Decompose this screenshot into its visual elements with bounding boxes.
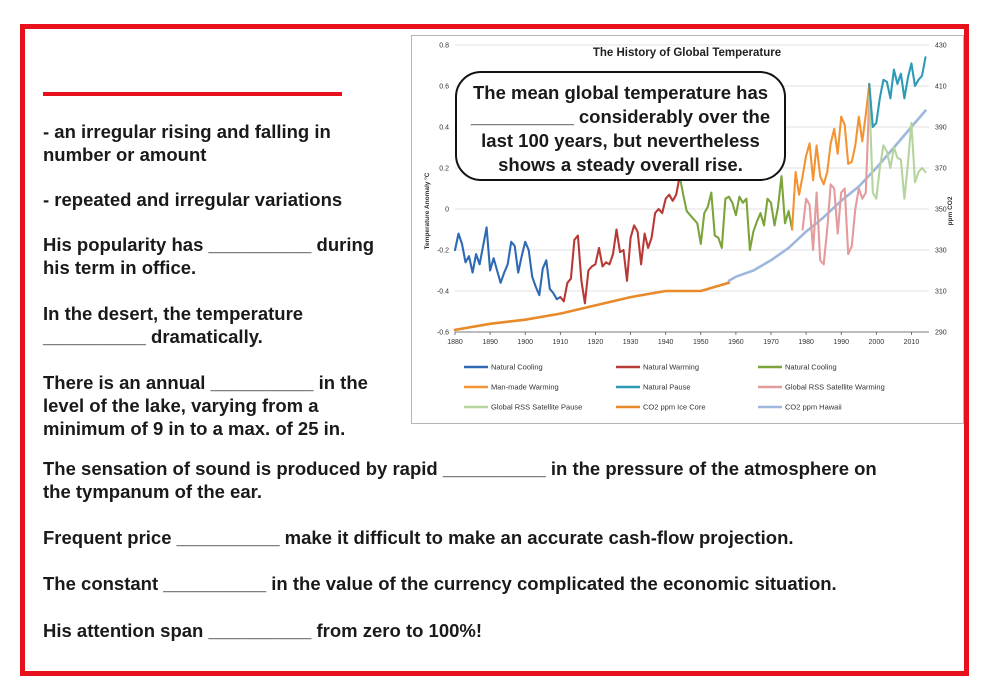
y2-axis-label: ppm CO2 [947,196,954,225]
y-tick-label: 0.6 [439,84,449,91]
x-tick-label: 1900 [517,339,533,346]
x-tick-label: 1910 [553,339,569,346]
legend-label: Global RSS Satellite Pause [491,403,582,412]
sentence-currency: The constant __________ in the value of … [43,573,837,594]
y2-tick-label: 330 [935,248,947,255]
y-tick-label: -0.6 [437,330,449,337]
sentence-sound: The sensation of sound is produced by ra… [43,458,877,502]
series-line [868,95,927,200]
x-tick-label: 1950 [693,339,709,346]
legend-label: Man-made Warming [491,383,559,392]
y2-tick-label: 430 [935,43,947,50]
series-line [453,281,731,332]
y2-tick-label: 290 [935,330,947,337]
y2-tick-label: 350 [935,207,947,214]
series-line [678,175,794,252]
chart-title: The History of Global Temperature [593,47,781,59]
series-line [453,226,562,301]
x-tick-label: 1960 [728,339,744,346]
y2-tick-label: 410 [935,84,947,91]
answer-line [43,92,342,96]
y2-tick-label: 310 [935,289,947,296]
x-tick-label: 2000 [869,339,885,346]
y-tick-label: 0.4 [439,125,449,132]
x-tick-label: 1930 [623,339,639,346]
legend-label: CO2 ppm Hawaii [785,403,842,412]
legend-label: Natural Warming [643,363,699,372]
x-tick-label: 1880 [447,339,463,346]
x-tick-label: 1980 [798,339,814,346]
worksheet-frame [20,24,969,676]
sentence-price: Frequent price __________ make it diffic… [43,527,794,548]
x-tick-label: 1890 [482,339,498,346]
x-tick-label: 1970 [763,339,779,346]
y2-tick-label: 370 [935,166,947,173]
series-line [868,56,927,129]
y2-tick-label: 390 [935,125,947,132]
sentence-desert: In the desert, the temperature _________… [43,303,304,347]
sentence-popularity: His popularity has __________ during his… [43,234,375,278]
legend-label: CO2 ppm Ice Core [643,403,706,412]
sentence-lake: There is an annual __________ in the lev… [43,372,368,439]
x-tick-label: 1920 [588,339,604,346]
callout-box: The mean global temperature has ________… [455,71,786,181]
legend-label: Natural Pause [643,383,691,392]
x-tick-label: 1940 [658,339,674,346]
definition-2: - repeated and irregular variations [43,189,343,210]
y-tick-label: -0.2 [437,248,449,255]
y-tick-label: -0.4 [437,289,449,296]
series-line [559,175,681,305]
legend-label: Natural Cooling [491,363,543,372]
legend-label: Natural Cooling [785,363,837,372]
x-tick-label: 1990 [833,339,849,346]
definition-1: - an irregular rising and falling in num… [43,121,331,165]
series-line [801,95,871,266]
sentence-attention: His attention span __________ from zero … [43,620,483,641]
y-tick-label: 0.8 [439,43,449,50]
y-tick-label: 0.2 [439,166,449,173]
series-line [791,82,871,231]
y-axis-label: Temperature Anomaly °C [423,172,431,249]
legend-label: Global RSS Satellite Warming [785,383,885,392]
y-tick-label: 0 [445,207,449,214]
x-tick-label: 2010 [904,339,920,346]
